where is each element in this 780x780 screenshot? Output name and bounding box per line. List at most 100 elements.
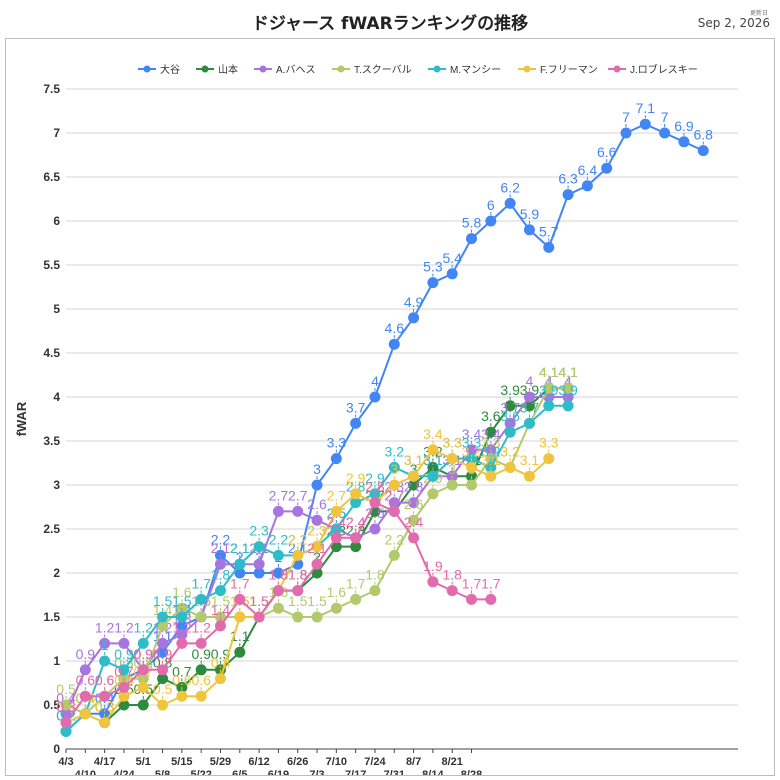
- data-label: 3.7: [520, 399, 540, 415]
- data-point: [214, 558, 226, 570]
- data-label: 3: [390, 461, 398, 477]
- legend-label: 山本: [218, 63, 238, 76]
- data-label: 3.3: [442, 435, 462, 451]
- data-label: 0.8: [211, 655, 231, 671]
- data-point: [79, 664, 91, 676]
- update-date: Sep 2, 2026: [697, 16, 770, 30]
- data-label: 3.4: [423, 426, 443, 442]
- data-point: [137, 699, 149, 711]
- y-tick-label: 6: [53, 214, 60, 228]
- data-label: 1.6: [172, 584, 192, 600]
- data-label: 2.2: [211, 531, 231, 547]
- data-point: [118, 690, 130, 702]
- data-point: [330, 453, 342, 465]
- data-label: 3.6: [481, 408, 501, 424]
- data-point: [504, 426, 516, 438]
- legend-label: 大谷: [160, 63, 180, 76]
- data-point: [330, 532, 342, 544]
- data-label: 1.5: [249, 593, 269, 609]
- data-label: 3.9: [558, 382, 578, 398]
- data-label: 1.5: [307, 593, 327, 609]
- legend-swatch-marker: [337, 65, 345, 73]
- data-point: [485, 470, 497, 482]
- data-label: 0.9: [211, 646, 231, 662]
- data-label: 2.2: [288, 531, 308, 547]
- data-point: [446, 453, 458, 465]
- x-tick-label: 7/17: [345, 769, 366, 775]
- data-point: [214, 673, 226, 685]
- data-label: 3.2: [500, 443, 520, 459]
- data-point: [311, 611, 323, 623]
- data-point: [408, 514, 420, 526]
- update-label: 更新日: [749, 10, 768, 17]
- data-label: 3.7: [500, 399, 520, 415]
- data-point: [504, 461, 516, 473]
- data-label: 4.1: [558, 364, 578, 380]
- data-label: 1.7: [462, 575, 482, 591]
- data-point: [253, 558, 265, 570]
- legend-label: A.バヘス: [276, 64, 315, 76]
- data-point: [157, 673, 169, 685]
- legend-label: T.スクーバル: [354, 64, 412, 76]
- data-point: [99, 655, 111, 667]
- data-label: 0.9: [191, 646, 211, 662]
- data-label: 2.6: [404, 496, 424, 512]
- data-label: 5.8: [462, 215, 482, 231]
- data-point: [292, 505, 304, 517]
- data-point: [639, 118, 651, 130]
- data-point: [234, 558, 246, 570]
- data-label: 1.2: [95, 619, 115, 635]
- data-point: [253, 567, 265, 579]
- data-label: 6.8: [694, 127, 714, 143]
- data-label: 1.8: [365, 567, 385, 583]
- x-tick-label: 6/12: [248, 756, 269, 768]
- x-tick-label: 8/28: [461, 769, 482, 775]
- data-point: [446, 479, 458, 491]
- legend-label: M.マンシー: [450, 65, 501, 76]
- data-point: [311, 479, 323, 491]
- y-tick-label: 6.5: [43, 170, 60, 184]
- y-tick-label: 4.5: [43, 346, 60, 360]
- data-point: [157, 699, 169, 711]
- data-label: 6.6: [597, 144, 617, 160]
- data-label: 6: [487, 197, 495, 213]
- data-label: 5.7: [539, 223, 559, 239]
- data-label: 3.6: [500, 408, 520, 424]
- data-point: [272, 585, 284, 597]
- data-label: 0.3: [95, 699, 115, 715]
- data-point: [562, 189, 574, 201]
- y-tick-label: 0.5: [43, 698, 60, 712]
- data-point: [446, 268, 458, 280]
- data-point: [311, 558, 323, 570]
- data-label: 2.1: [230, 540, 250, 556]
- data-point: [330, 541, 342, 553]
- data-point: [176, 690, 188, 702]
- data-point: [118, 637, 130, 649]
- y-tick-label: 3.5: [43, 434, 60, 448]
- data-label: 3.3: [462, 435, 482, 451]
- data-label: 7.1: [636, 100, 656, 116]
- data-label: 3: [313, 461, 321, 477]
- data-label: 5.3: [423, 259, 443, 275]
- data-point: [234, 611, 246, 623]
- data-label: 3.1: [481, 452, 501, 468]
- data-point: [99, 690, 111, 702]
- data-label: 3.9: [500, 382, 520, 398]
- x-tick-label: 5/15: [171, 756, 192, 768]
- data-point: [157, 620, 169, 632]
- data-point: [350, 497, 362, 509]
- data-label: 2.9: [346, 470, 366, 486]
- data-point: [60, 699, 72, 711]
- data-point: [350, 488, 362, 500]
- data-label: 0.3: [56, 699, 76, 715]
- data-label: 1.9: [423, 558, 443, 574]
- data-point: [466, 593, 478, 605]
- data-label: 3.3: [327, 435, 347, 451]
- data-label: 0.9: [76, 646, 96, 662]
- data-point: [523, 470, 535, 482]
- data-point: [60, 725, 72, 737]
- data-label: 7: [661, 109, 669, 125]
- data-label: 1.5: [288, 593, 308, 609]
- data-label: 4.1: [539, 364, 559, 380]
- data-point: [214, 620, 226, 632]
